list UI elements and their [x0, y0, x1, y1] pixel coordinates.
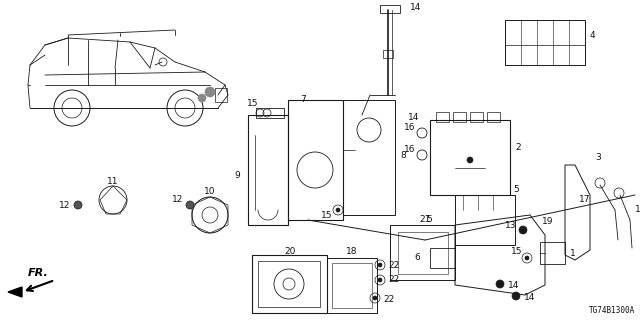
Text: 22: 22 — [388, 260, 399, 269]
Text: 22: 22 — [383, 294, 394, 303]
Bar — [398, 232, 448, 274]
Circle shape — [496, 280, 504, 288]
Circle shape — [519, 226, 527, 234]
Circle shape — [378, 278, 382, 282]
Circle shape — [198, 94, 206, 102]
Bar — [470, 112, 483, 122]
Circle shape — [373, 296, 377, 300]
Bar — [332, 263, 372, 308]
Bar — [390, 225, 455, 280]
Bar — [505, 20, 585, 65]
Circle shape — [467, 157, 473, 163]
Text: 9: 9 — [234, 171, 240, 180]
Circle shape — [74, 201, 82, 209]
Text: 14: 14 — [508, 281, 520, 290]
Bar — [252, 255, 327, 313]
Circle shape — [186, 201, 194, 209]
Text: 16: 16 — [403, 146, 415, 155]
Text: 21: 21 — [419, 215, 431, 225]
Bar — [430, 120, 510, 195]
Text: 15: 15 — [511, 247, 522, 257]
Text: 11: 11 — [108, 178, 119, 187]
Text: 1: 1 — [570, 249, 576, 258]
Text: 6: 6 — [414, 253, 420, 262]
Text: FR.: FR. — [28, 268, 49, 278]
Bar — [215, 88, 227, 102]
Bar — [343, 100, 395, 215]
Bar — [453, 112, 466, 122]
Text: 20: 20 — [284, 247, 296, 257]
Text: 22: 22 — [388, 276, 399, 284]
Bar — [430, 248, 455, 268]
Bar — [248, 115, 288, 225]
Bar — [540, 242, 565, 264]
Text: 10: 10 — [204, 188, 216, 196]
Text: 14: 14 — [408, 114, 419, 123]
Text: 12: 12 — [59, 201, 70, 210]
Bar — [455, 195, 515, 245]
Text: 15: 15 — [321, 212, 332, 220]
Circle shape — [512, 292, 520, 300]
Bar — [383, 50, 393, 58]
Text: 8: 8 — [400, 150, 406, 159]
Text: 14: 14 — [410, 4, 421, 12]
Text: 5: 5 — [426, 215, 432, 225]
Circle shape — [525, 256, 529, 260]
Circle shape — [378, 263, 382, 267]
Text: 17: 17 — [635, 205, 640, 214]
Bar — [327, 258, 377, 313]
Text: 13: 13 — [504, 220, 516, 229]
Text: 19: 19 — [542, 218, 554, 227]
Bar — [288, 100, 343, 220]
Text: 2: 2 — [515, 143, 520, 153]
Text: 17: 17 — [579, 196, 590, 204]
Circle shape — [205, 87, 215, 97]
Polygon shape — [8, 287, 22, 297]
Text: 5: 5 — [513, 186, 519, 195]
Text: 16: 16 — [403, 124, 415, 132]
Bar — [487, 112, 500, 122]
Text: 18: 18 — [346, 247, 358, 257]
Bar — [256, 108, 284, 118]
Text: TG74B1300A: TG74B1300A — [589, 306, 635, 315]
Text: 7: 7 — [300, 95, 306, 105]
Text: 3: 3 — [595, 154, 601, 163]
Bar — [258, 261, 320, 307]
Text: 14: 14 — [524, 292, 536, 301]
Text: 12: 12 — [172, 196, 183, 204]
Circle shape — [336, 208, 340, 212]
Text: 4: 4 — [590, 30, 596, 39]
Text: 15: 15 — [247, 100, 259, 108]
Bar — [436, 112, 449, 122]
Bar — [380, 5, 400, 13]
